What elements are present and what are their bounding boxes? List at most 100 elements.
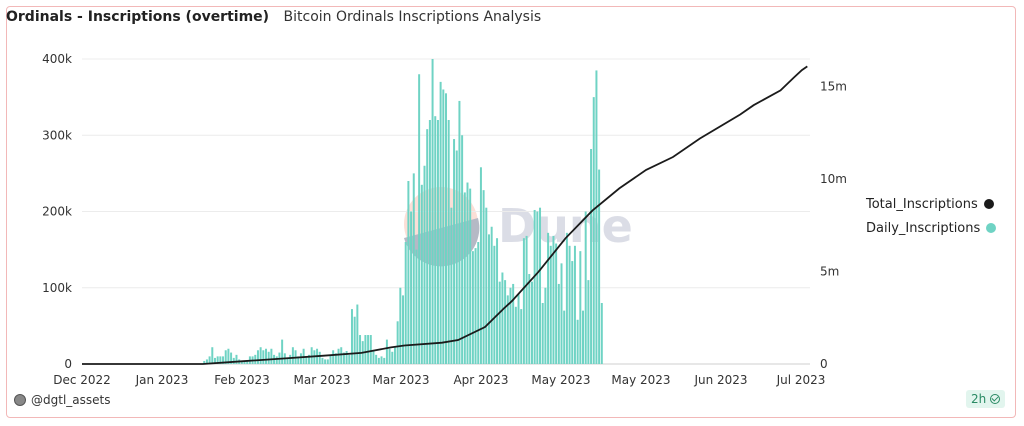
- daily-inscriptions-bar: [498, 281, 501, 364]
- daily-inscriptions-bar: [267, 351, 270, 364]
- y-right-tick-label: 15m: [820, 80, 847, 94]
- daily-inscriptions-bar: [324, 359, 327, 364]
- daily-inscriptions-bar: [254, 354, 257, 364]
- daily-inscriptions-bar: [555, 243, 558, 364]
- daily-inscriptions-bar: [595, 70, 598, 364]
- daily-inscriptions-bar: [286, 357, 289, 364]
- daily-inscriptions-bar: [431, 59, 434, 364]
- dune-logo-shadow-icon: [404, 218, 480, 267]
- daily-inscriptions-bar: [474, 248, 477, 364]
- daily-inscriptions-bar: [420, 184, 423, 364]
- daily-inscriptions-bar: [337, 348, 340, 364]
- daily-inscriptions-bar: [461, 135, 464, 364]
- daily-inscriptions-bar: [232, 357, 235, 364]
- daily-inscriptions-bar: [442, 89, 445, 364]
- x-tick-label: Jun 2023: [693, 373, 747, 387]
- daily-inscriptions-bar: [482, 190, 485, 364]
- daily-inscriptions-bar: [353, 316, 356, 364]
- chart-legend: Total_Inscriptions Daily_Inscriptions: [866, 192, 997, 240]
- daily-inscriptions-bar: [568, 245, 571, 364]
- daily-inscriptions-bar: [563, 310, 566, 364]
- daily-inscriptions-bar: [243, 361, 246, 364]
- daily-inscriptions-bar: [415, 249, 418, 364]
- x-tick-label: Jul 2023: [776, 373, 826, 387]
- y-left-tick-label: 400k: [42, 52, 72, 66]
- daily-inscriptions-bar: [396, 321, 399, 364]
- chart-title: Ordinals - Inscriptions (overtime): [6, 9, 270, 25]
- refresh-badge[interactable]: 2h: [966, 390, 1006, 408]
- legend-item-total[interactable]: Total_Inscriptions: [866, 192, 996, 216]
- daily-inscriptions-bar: [270, 348, 273, 364]
- daily-inscriptions-bar: [393, 347, 396, 364]
- daily-inscriptions-bar: [458, 100, 461, 364]
- footer-username: @dgtl_assets: [31, 393, 111, 407]
- y-left-tick-label: 200k: [42, 205, 72, 219]
- daily-inscriptions-bar: [259, 347, 262, 364]
- footer-user[interactable]: @dgtl_assets: [14, 393, 110, 407]
- daily-inscriptions-bar: [412, 173, 415, 364]
- x-tick-label: Jan 2023: [135, 373, 189, 387]
- y-left-tick-label: 100k: [42, 281, 72, 295]
- daily-inscriptions-bar: [471, 251, 474, 364]
- dune-watermark-text: Dune: [498, 199, 633, 253]
- daily-inscriptions-bar: [565, 232, 568, 364]
- daily-inscriptions-bar: [439, 81, 442, 364]
- daily-inscriptions-bar: [434, 116, 437, 364]
- daily-inscriptions-bar: [541, 303, 544, 364]
- daily-inscriptions-bar: [479, 167, 482, 364]
- daily-inscriptions-bar: [348, 354, 351, 364]
- y-right-tick-label: 10m: [820, 172, 847, 186]
- legend-item-daily[interactable]: Daily_Inscriptions: [866, 216, 997, 240]
- daily-inscriptions-bar: [582, 310, 584, 364]
- daily-inscriptions-bar: [530, 281, 533, 364]
- daily-inscriptions-bar: [359, 335, 362, 364]
- daily-inscriptions-bar: [576, 319, 579, 364]
- daily-inscriptions-bar: [291, 347, 294, 364]
- daily-inscriptions-bar: [399, 287, 402, 364]
- daily-inscriptions-bar: [289, 354, 292, 364]
- y-right-tick-label: 0: [820, 357, 828, 371]
- daily-inscriptions-bar: [410, 211, 413, 364]
- daily-inscriptions-bar: [342, 352, 345, 364]
- daily-inscriptions-bar: [496, 238, 499, 364]
- daily-inscriptions-bar: [205, 359, 208, 364]
- daily-inscriptions-bar: [404, 242, 407, 364]
- daily-inscriptions-bar: [453, 139, 456, 364]
- daily-inscriptions-bar: [332, 350, 335, 364]
- daily-inscriptions-bar: [334, 353, 337, 364]
- daily-inscriptions-bar: [305, 356, 308, 364]
- daily-inscriptions-bar: [369, 335, 372, 364]
- daily-inscriptions-bar: [216, 356, 219, 364]
- daily-inscriptions-bar: [372, 351, 375, 364]
- x-tick-label: May 2023: [531, 373, 590, 387]
- y-left-tick-label: 0: [64, 357, 72, 371]
- x-tick-label: Dec 2022: [53, 373, 111, 387]
- daily-inscriptions-bar: [600, 303, 603, 364]
- daily-inscriptions-bar: [469, 188, 472, 364]
- daily-inscriptions-bar: [345, 351, 348, 364]
- daily-inscriptions-bar: [356, 304, 359, 364]
- daily-inscriptions-bar: [310, 347, 313, 364]
- x-tick-label: Feb 2023: [214, 373, 270, 387]
- daily-inscriptions-bar: [213, 357, 216, 364]
- daily-inscriptions-bar: [579, 251, 582, 364]
- daily-inscriptions-bar: [407, 181, 410, 364]
- daily-inscriptions-bar: [544, 287, 547, 364]
- daily-inscriptions-bar: [227, 348, 230, 364]
- daily-inscriptions-bar: [375, 354, 378, 364]
- daily-inscriptions-bar: [592, 97, 595, 364]
- daily-inscriptions-bar: [423, 165, 426, 364]
- daily-inscriptions-bar: [203, 360, 206, 364]
- daily-inscriptions-bar: [501, 272, 504, 364]
- daily-inscriptions-bar: [536, 211, 539, 364]
- daily-inscriptions-bar: [447, 120, 450, 364]
- daily-inscriptions-bar: [308, 354, 310, 364]
- daily-inscriptions-bar: [504, 280, 507, 364]
- daily-inscriptions-bar: [219, 356, 222, 364]
- daily-inscriptions-bar: [383, 357, 386, 364]
- chart-subtitle: Bitcoin Ordinals Inscriptions Analysis: [283, 9, 542, 25]
- daily-inscriptions-bar: [426, 129, 429, 364]
- daily-inscriptions-bar: [487, 234, 490, 364]
- y-right-tick-label: 5m: [820, 265, 839, 279]
